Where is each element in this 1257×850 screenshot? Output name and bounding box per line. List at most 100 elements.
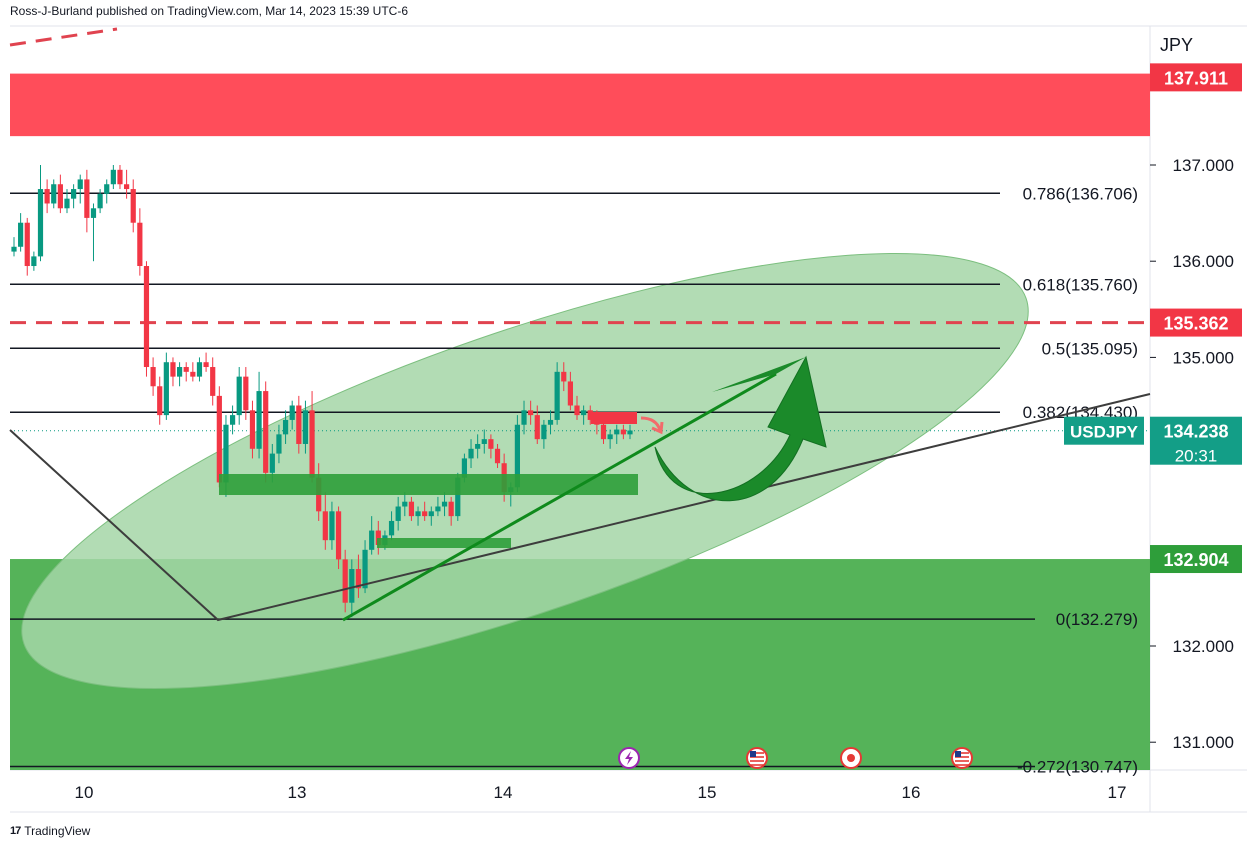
arrow-tip-shadow — [712, 357, 806, 392]
candle-body — [190, 371, 196, 377]
price-label-text: 132.904 — [1163, 550, 1228, 570]
x-tick-label: 10 — [75, 783, 94, 802]
ellipse-layer — [21, 253, 1029, 689]
candle-body — [143, 266, 150, 368]
candle-body — [210, 367, 216, 396]
price-label-box — [1150, 63, 1242, 92]
candle-body — [422, 511, 428, 517]
candle-body — [223, 424, 229, 483]
rising-trendline — [342, 372, 777, 622]
candle-body — [349, 569, 355, 603]
ascending-zone-ellipse — [21, 253, 1029, 689]
tradingview-logo-icon: 17 — [10, 825, 21, 837]
candle-body — [547, 419, 554, 425]
candle-body — [574, 405, 580, 416]
candle-body — [71, 189, 77, 199]
candle-body — [494, 448, 501, 464]
price-label-box — [1150, 308, 1242, 337]
candle-body — [37, 189, 44, 257]
candle-body — [243, 376, 249, 411]
dashed-fragment — [9, 27, 118, 47]
fib-label-0.5: 0.5(135.095) — [1042, 339, 1138, 358]
candle-body — [468, 448, 474, 459]
candle-body — [428, 511, 434, 517]
candle-body — [521, 410, 527, 425]
candle-body — [130, 189, 136, 223]
candle-body — [435, 506, 441, 512]
candle-body — [203, 362, 209, 368]
candle-body — [150, 367, 156, 387]
footer-brand: TradingView — [24, 824, 91, 838]
fib-label-0.618: 0.618(135.760) — [1023, 275, 1138, 294]
candle-body — [600, 424, 607, 440]
candle-body — [97, 193, 103, 209]
candle-body — [64, 198, 70, 209]
candle-body — [455, 477, 461, 517]
candle-body — [289, 405, 295, 420]
candle-body — [355, 569, 362, 589]
candle-body — [461, 458, 468, 478]
price-axis: 137.000 136.000 135.000 132.000 131.000 — [1150, 156, 1234, 752]
price-label-text: 135.362 — [1163, 314, 1228, 334]
candle-body — [269, 453, 275, 473]
candle-body — [607, 434, 613, 440]
candle-body — [183, 367, 189, 372]
countdown-text: 20:31 — [1175, 447, 1218, 466]
drawings-layer — [9, 27, 1151, 622]
flag-canton — [955, 751, 961, 757]
price-label-box — [1150, 545, 1242, 574]
y-tick-label: 131.000 — [1173, 733, 1234, 752]
candle-body — [581, 410, 587, 416]
candle-body — [44, 189, 50, 204]
candle-body — [124, 184, 130, 190]
support-box — [377, 538, 511, 548]
candle-body — [229, 415, 236, 425]
x-tick-label: 14 — [494, 783, 513, 802]
publisher-header: Ross-J-Burland published on TradingView.… — [10, 4, 408, 18]
candle-body — [335, 511, 342, 560]
candle-body — [176, 367, 183, 377]
candle-body — [375, 530, 381, 545]
candle-body — [137, 222, 143, 267]
last-price-box — [1150, 416, 1242, 465]
price-label-text: 137.911 — [1164, 68, 1228, 88]
candle-body — [77, 179, 83, 190]
last-price-text: 134.238 — [1163, 422, 1228, 442]
candle-body — [554, 371, 560, 420]
candle-body — [84, 179, 90, 218]
x-tick-label: 13 — [288, 783, 307, 802]
candle-body — [514, 424, 520, 488]
candle-body — [534, 415, 540, 440]
events-layer — [618, 747, 973, 769]
zone-resistance — [10, 73, 1150, 137]
candle-body — [24, 222, 30, 267]
symbol-badge — [1064, 416, 1144, 445]
v-trendline — [9, 393, 1151, 622]
candle-body — [163, 362, 169, 416]
candle-body — [117, 169, 123, 185]
candle-body — [528, 410, 534, 416]
small-red-arrow-icon — [640, 416, 664, 435]
candle-body — [216, 395, 222, 483]
candle-body — [620, 429, 626, 435]
candle-body — [561, 371, 567, 382]
x-tick-label: 16 — [902, 783, 921, 802]
candle-body — [541, 424, 547, 440]
candle-body — [481, 439, 487, 444]
time-axis: 10 13 14 15 16 17 — [75, 783, 1127, 802]
candle-body — [170, 362, 176, 377]
candle-body — [388, 520, 395, 536]
y-tick-label: 135.000 — [1173, 348, 1234, 367]
candle-body — [90, 208, 97, 218]
candle-body — [369, 530, 375, 550]
candle-body — [196, 362, 203, 377]
candle-body — [362, 549, 368, 589]
candle-body — [276, 434, 282, 454]
resistance-box — [591, 412, 637, 424]
footer: 17 TradingView — [10, 824, 90, 838]
candle-body — [236, 376, 242, 416]
candle-body — [263, 391, 269, 473]
candle-body — [402, 501, 408, 507]
candle-body — [567, 381, 573, 406]
